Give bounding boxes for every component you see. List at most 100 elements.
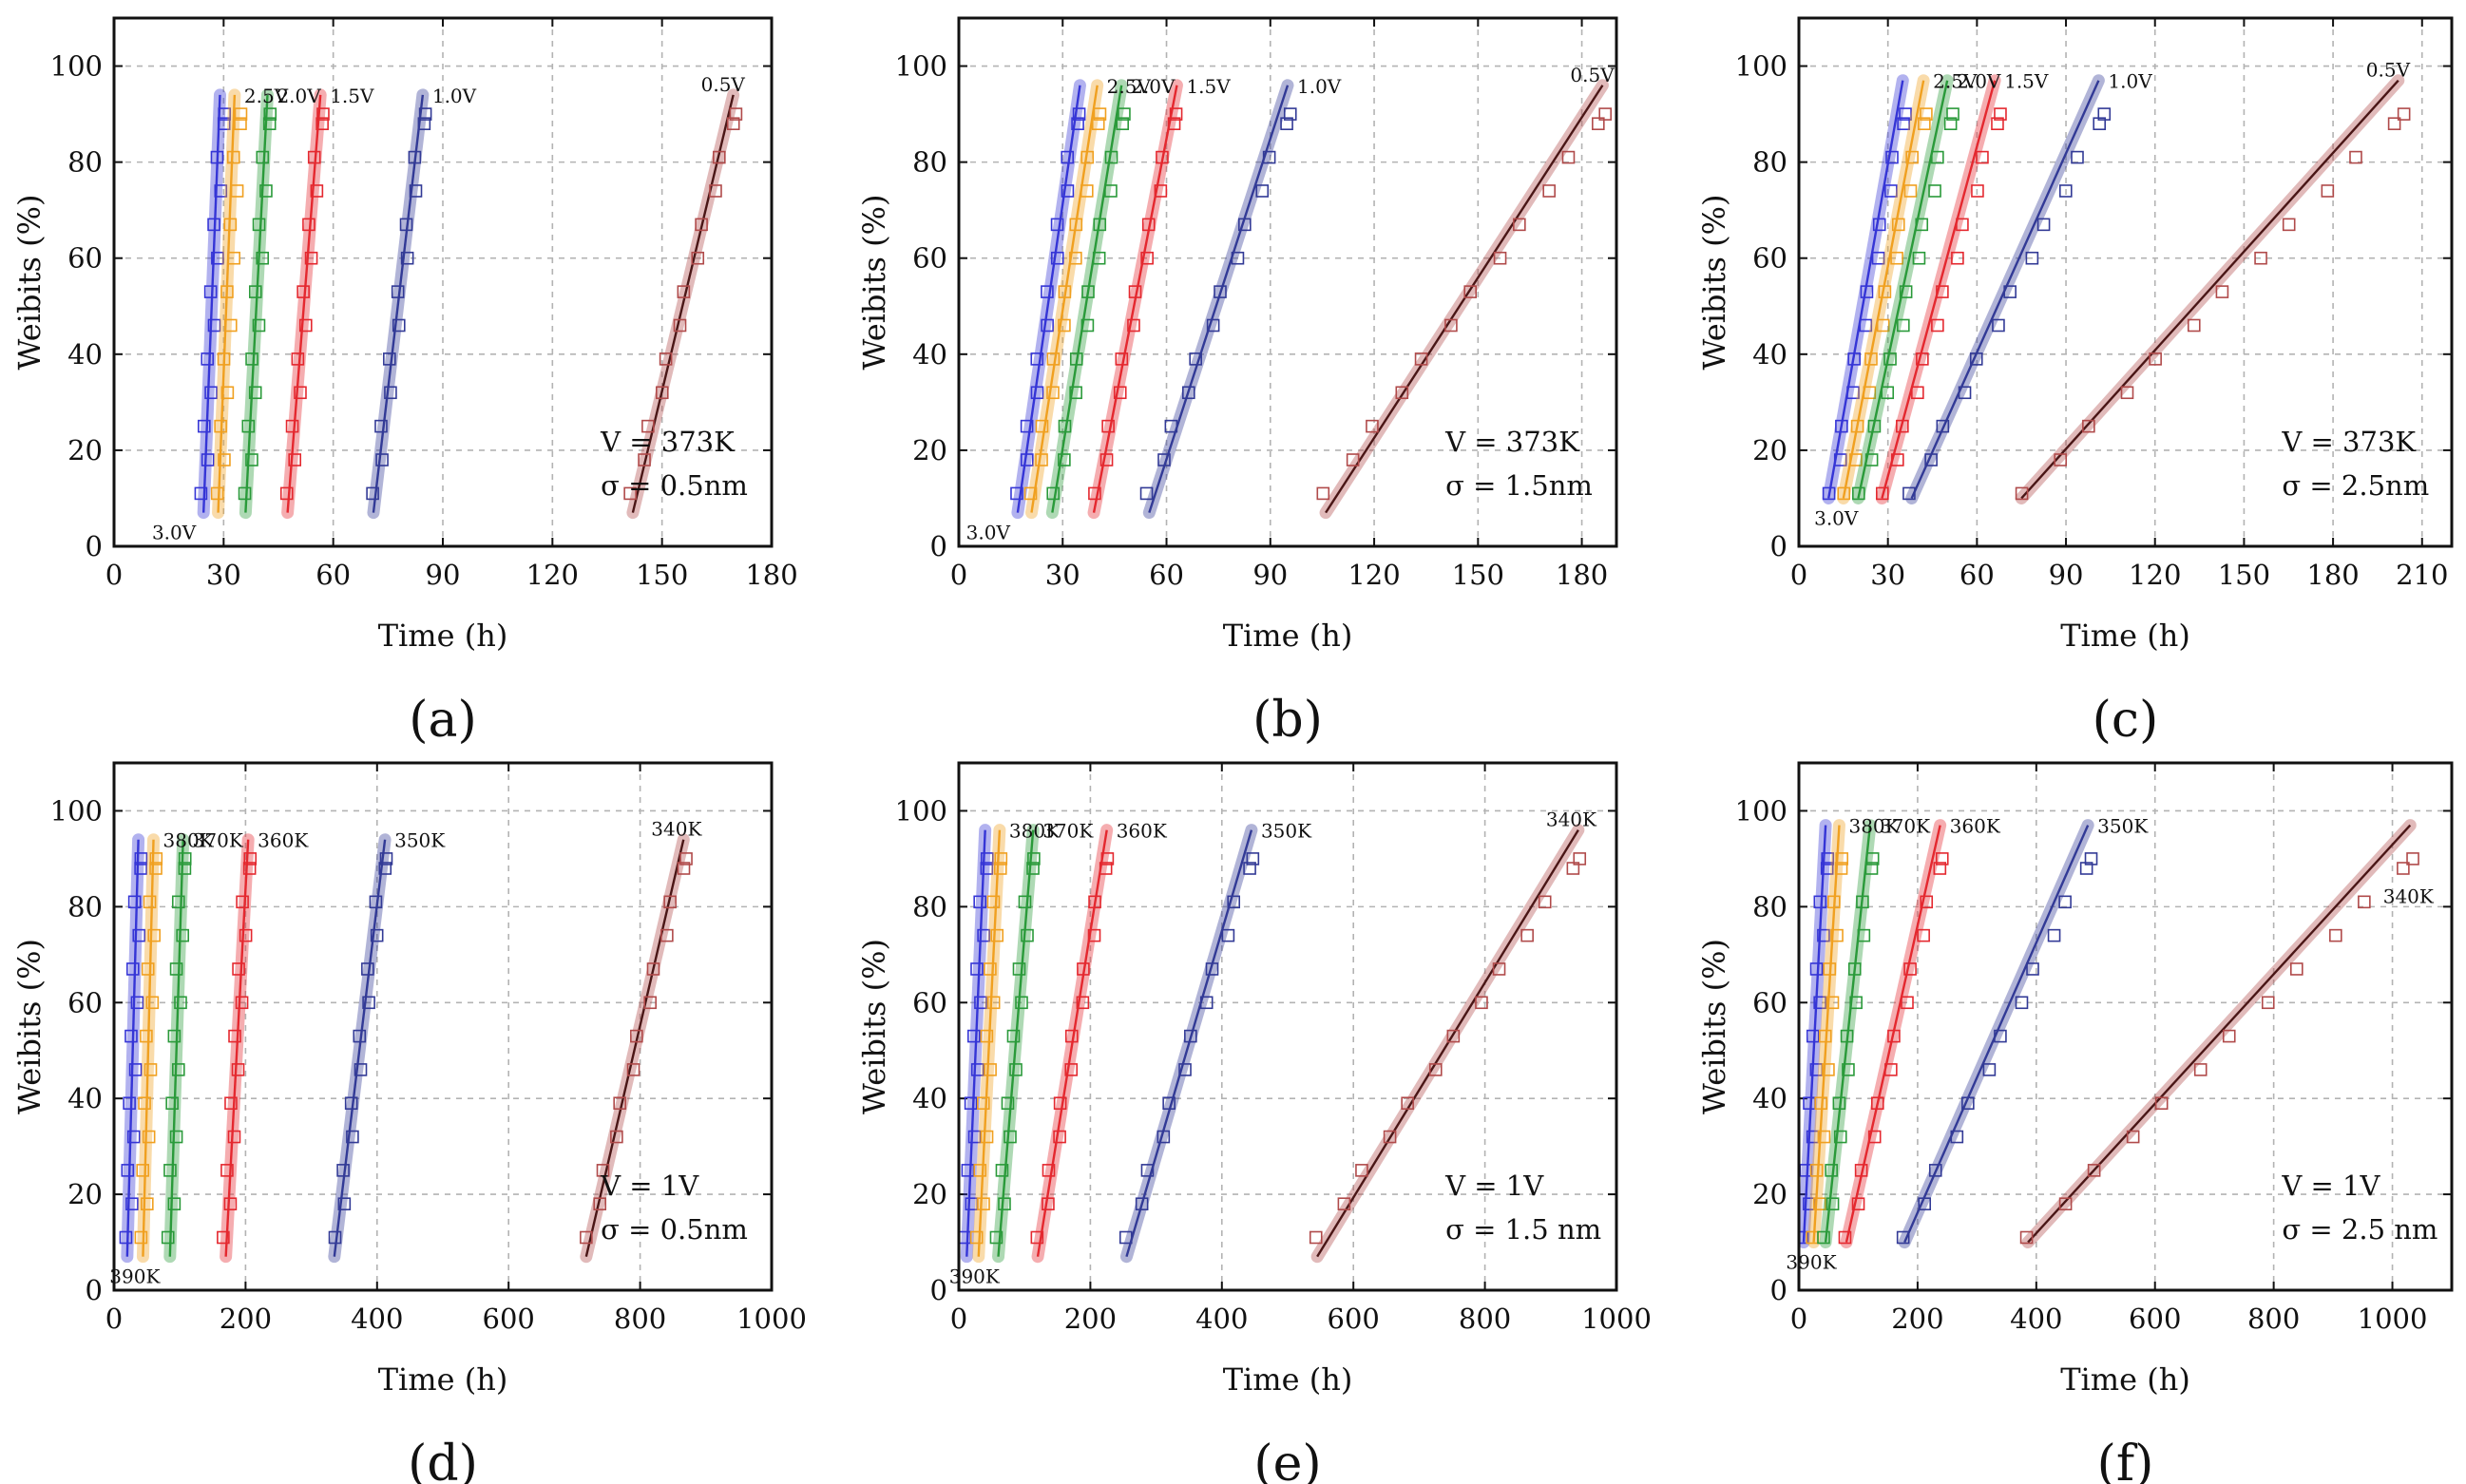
data-point-marker bbox=[1928, 184, 1941, 198]
data-point-marker bbox=[1080, 184, 1094, 198]
data-point-marker bbox=[171, 895, 185, 909]
data-point-marker bbox=[1881, 386, 1895, 400]
data-point-marker bbox=[1835, 852, 1849, 866]
panel-label: (f) bbox=[2097, 1436, 2154, 1484]
data-point-marker bbox=[2079, 862, 2093, 875]
data-point-marker bbox=[201, 352, 215, 366]
fit-line bbox=[1845, 825, 1941, 1243]
plot-area-e bbox=[959, 824, 1587, 1264]
fit-line bbox=[1316, 829, 1579, 1258]
data-point-marker bbox=[1931, 318, 1944, 333]
data-point-marker bbox=[1799, 1230, 1809, 1245]
data-point-marker bbox=[2054, 453, 2068, 466]
data-point-marker bbox=[1227, 895, 1241, 909]
data-point-marker bbox=[1936, 285, 1949, 298]
data-point-marker bbox=[1818, 1029, 1832, 1043]
data-point-marker bbox=[1042, 1197, 1055, 1210]
x-axis-label: Time (h) bbox=[378, 618, 508, 654]
data-point-marker bbox=[1100, 852, 1115, 866]
condition-sigma: σ = 1.5 nm bbox=[1445, 1213, 1601, 1246]
data-point-marker bbox=[1020, 419, 1034, 433]
data-point-marker bbox=[408, 150, 422, 164]
x-axis-label: Time (h) bbox=[1223, 618, 1353, 654]
data-point-marker bbox=[1069, 386, 1082, 400]
data-point-marker bbox=[1077, 962, 1090, 976]
fit-line bbox=[372, 94, 425, 513]
series-2.0V bbox=[1045, 79, 1131, 520]
data-point-marker bbox=[125, 1197, 139, 1210]
series-0.5V bbox=[2015, 74, 2411, 504]
data-point-marker bbox=[1463, 285, 1477, 298]
x-tick-label: 600 bbox=[2129, 1303, 2181, 1335]
data-point-marker bbox=[1911, 386, 1924, 400]
data-point-marker bbox=[409, 184, 423, 198]
data-point-marker bbox=[1918, 1197, 1932, 1210]
data-point-marker bbox=[171, 1063, 185, 1076]
data-point-marker bbox=[2036, 218, 2051, 232]
data-point-marker bbox=[659, 352, 673, 366]
data-point-marker bbox=[1346, 453, 1360, 466]
fit-line bbox=[2027, 824, 2412, 1244]
data-point-marker bbox=[127, 895, 142, 909]
data-point-marker bbox=[1162, 1096, 1176, 1111]
data-point-marker bbox=[1806, 1029, 1820, 1043]
data-point-marker bbox=[1046, 486, 1061, 501]
data-point-marker bbox=[134, 1230, 148, 1245]
data-point-marker bbox=[161, 1230, 175, 1245]
x-tick-label: 30 bbox=[1870, 559, 1905, 591]
data-point-marker bbox=[239, 928, 253, 942]
data-point-marker bbox=[2058, 184, 2073, 198]
data-point-marker bbox=[1825, 1164, 1838, 1177]
data-point-marker bbox=[174, 996, 187, 1010]
series-340K bbox=[1309, 824, 1587, 1264]
series-370K bbox=[161, 833, 192, 1264]
data-point-marker bbox=[2084, 852, 2098, 866]
data-point-marker bbox=[1001, 1096, 1015, 1111]
data-point-marker bbox=[214, 184, 228, 198]
data-point-marker bbox=[1113, 386, 1127, 400]
data-point-marker bbox=[1809, 1164, 1824, 1177]
data-point-marker bbox=[243, 852, 258, 866]
data-point-marker bbox=[207, 218, 220, 232]
data-point-marker bbox=[2003, 285, 2017, 298]
series-1.0V bbox=[366, 88, 432, 520]
data-point-marker bbox=[291, 352, 305, 366]
fit-line bbox=[333, 839, 387, 1257]
data-point-marker bbox=[1050, 251, 1064, 265]
series-380K bbox=[969, 824, 1008, 1264]
data-point-marker bbox=[143, 895, 157, 909]
data-point-marker bbox=[961, 1164, 975, 1177]
data-point-marker bbox=[1093, 218, 1107, 232]
fit-line bbox=[1092, 85, 1178, 513]
data-point-marker bbox=[1199, 996, 1214, 1010]
y-tick-label: 0 bbox=[930, 530, 947, 562]
x-tick-label: 800 bbox=[1459, 1303, 1511, 1335]
data-point-marker bbox=[986, 895, 1001, 909]
data-point-marker bbox=[1076, 996, 1090, 1010]
data-point-marker bbox=[218, 107, 231, 121]
data-point-marker bbox=[613, 1096, 626, 1111]
data-point-marker bbox=[1446, 1029, 1461, 1043]
series-label-1.5V: 1.5V bbox=[330, 85, 374, 107]
y-tick-label: 40 bbox=[67, 1082, 103, 1114]
data-point-marker bbox=[1035, 419, 1049, 433]
y-axis-label: Weibits (%) bbox=[856, 195, 892, 371]
data-point-marker bbox=[2097, 107, 2112, 121]
data-point-marker bbox=[1903, 962, 1917, 976]
series-label-340K: 340K bbox=[1546, 809, 1597, 831]
data-point-marker bbox=[1069, 352, 1083, 366]
y-tick-label: 80 bbox=[1752, 890, 1787, 923]
data-point-marker bbox=[211, 251, 224, 265]
data-point-marker bbox=[223, 1197, 238, 1210]
data-point-marker bbox=[1991, 117, 2004, 130]
y-tick-label: 0 bbox=[86, 530, 103, 562]
data-point-marker bbox=[1830, 928, 1844, 942]
data-point-marker bbox=[2093, 117, 2107, 130]
y-tick-label: 60 bbox=[67, 986, 103, 1018]
x-tick-label: 150 bbox=[2218, 559, 2270, 591]
x-tick-label: 0 bbox=[950, 1303, 967, 1335]
data-point-marker bbox=[1080, 318, 1095, 333]
series-3.0V bbox=[194, 88, 231, 520]
series-label-370K: 370K bbox=[1042, 820, 1094, 843]
data-point-marker bbox=[2047, 928, 2061, 942]
